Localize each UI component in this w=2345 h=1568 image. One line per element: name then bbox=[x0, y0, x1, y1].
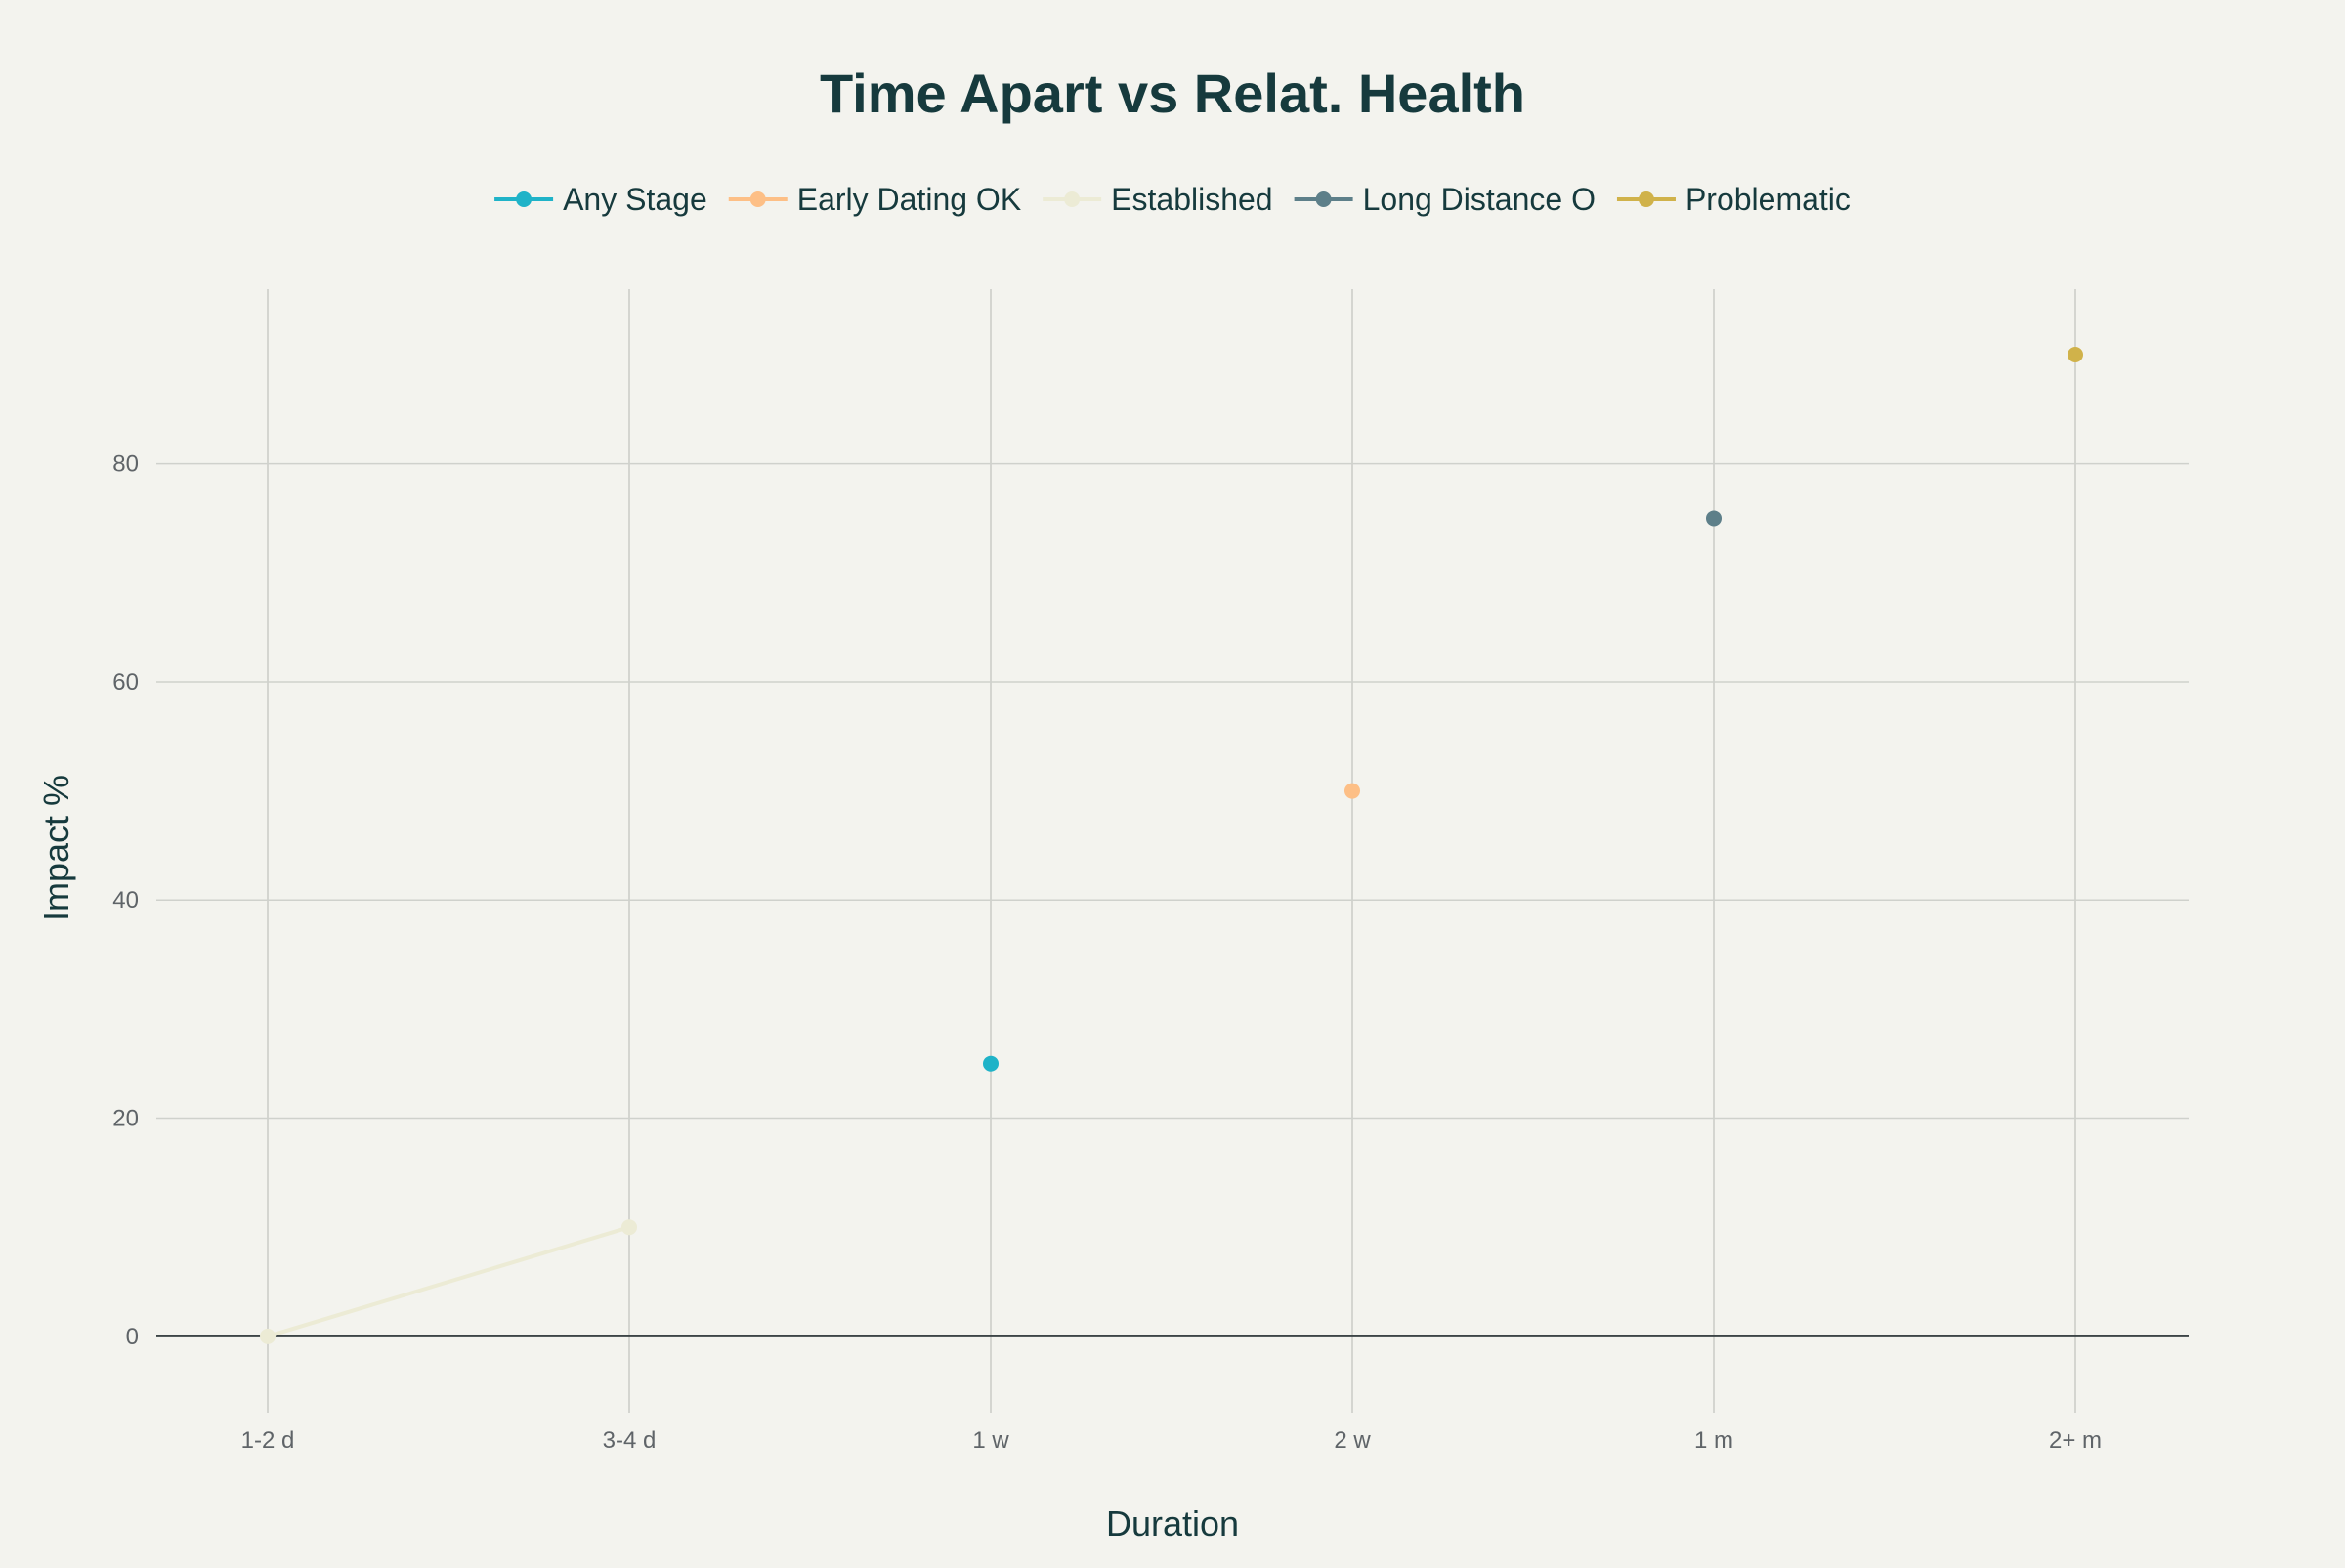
data-point[interactable] bbox=[260, 1328, 276, 1344]
y-tick-label: 60 bbox=[112, 669, 139, 696]
series-group bbox=[2068, 346, 2083, 362]
x-tick-label: 2+ m bbox=[2049, 1427, 2102, 1454]
y-tick-label: 80 bbox=[112, 451, 139, 478]
data-point[interactable] bbox=[1706, 510, 1722, 527]
x-tick-label: 2 w bbox=[1334, 1427, 1371, 1454]
legend-item[interactable]: Any Stage bbox=[494, 182, 707, 217]
y-axis-label: Impact % bbox=[36, 775, 76, 921]
y-tick-label: 20 bbox=[112, 1106, 139, 1132]
x-axis-label: Duration bbox=[1106, 1504, 1239, 1544]
series-group bbox=[983, 1055, 999, 1072]
series-layer bbox=[260, 346, 2083, 1344]
data-point[interactable] bbox=[621, 1219, 637, 1236]
legend: Any Stage Early Dating OK Established Long … bbox=[494, 182, 1851, 217]
chart-title: Time Apart vs Relat. Health bbox=[820, 63, 1525, 124]
x-tick-label: 3-4 d bbox=[603, 1427, 657, 1454]
legend-swatch-marker bbox=[516, 191, 533, 207]
y-tick-label: 0 bbox=[126, 1324, 139, 1350]
x-tick-label: 1-2 d bbox=[241, 1427, 295, 1454]
legend-swatch-marker bbox=[1315, 191, 1332, 207]
legend-item[interactable]: Early Dating OK bbox=[728, 182, 1021, 217]
y-tick-label: 40 bbox=[112, 887, 139, 913]
axes: 1-2 d 3-4 d 1 w 2 w 1 m 2+ m 0 20 40 60 80 bbox=[112, 451, 2102, 1454]
legend-label: Early Dating OK bbox=[797, 182, 1021, 217]
legend-swatch-marker bbox=[749, 191, 766, 207]
legend-swatch-marker bbox=[1064, 191, 1081, 207]
legend-item[interactable]: Established bbox=[1043, 182, 1273, 217]
legend-label: Long Distance O bbox=[1363, 182, 1596, 217]
data-point[interactable] bbox=[1344, 783, 1360, 799]
legend-label: Any Stage bbox=[563, 182, 707, 217]
series-group bbox=[260, 1219, 637, 1344]
legend-item[interactable]: Problematic bbox=[1616, 182, 1851, 217]
x-tick-label: 1 w bbox=[972, 1427, 1009, 1454]
grid bbox=[156, 289, 2189, 1413]
series-group bbox=[1706, 510, 1722, 527]
legend-label: Problematic bbox=[1685, 182, 1851, 217]
data-point[interactable] bbox=[983, 1055, 999, 1072]
legend-item[interactable]: Long Distance O bbox=[1294, 182, 1596, 217]
legend-swatch-marker bbox=[1638, 191, 1654, 207]
legend-label: Established bbox=[1111, 182, 1272, 217]
x-tick-label: 1 m bbox=[1694, 1427, 1733, 1454]
series-line bbox=[267, 1225, 630, 1338]
series-group bbox=[1344, 783, 1360, 799]
data-point[interactable] bbox=[2068, 346, 2083, 362]
